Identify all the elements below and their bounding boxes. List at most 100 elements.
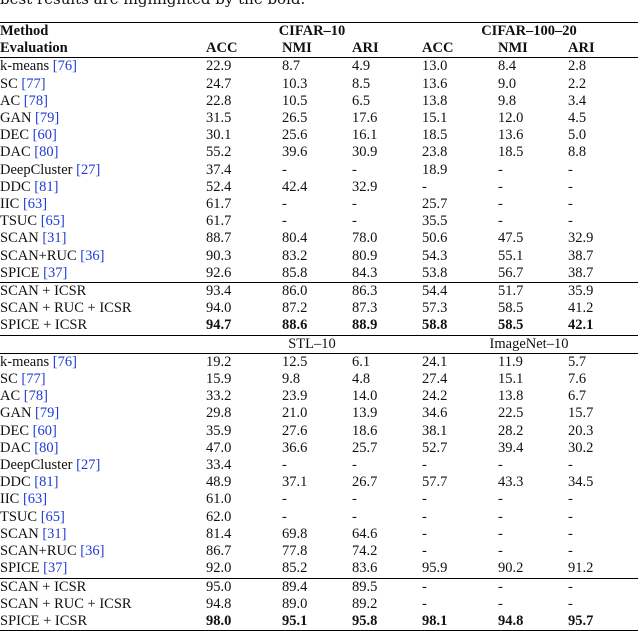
value-cell: 18.5 <box>496 144 566 161</box>
value-cell: 24.1 <box>420 354 496 371</box>
value-cell: 81.4 <box>204 526 280 543</box>
value-cell: 4.5 <box>566 110 638 127</box>
citation-link[interactable]: [36] <box>80 248 104 264</box>
value-cell: 39.6 <box>280 144 350 161</box>
citation-link[interactable]: [37] <box>43 560 67 576</box>
citation-link[interactable]: [76] <box>53 58 77 74</box>
value-cell: 55.2 <box>204 144 280 161</box>
value-cell: - <box>420 509 496 526</box>
value-cell: - <box>566 162 638 179</box>
table-row: IIC [63]61.7--25.7-- <box>0 196 638 213</box>
method-name: k-means <box>0 354 49 370</box>
citation-link[interactable]: [31] <box>42 526 66 542</box>
value-cell: 25.7 <box>350 440 420 457</box>
value-cell: 64.6 <box>350 526 420 543</box>
value-cell: 8.4 <box>496 58 566 75</box>
citation-link[interactable]: [60] <box>33 423 57 439</box>
method-name: SCAN <box>0 526 39 542</box>
value-cell: 80.9 <box>350 248 420 265</box>
method-cell: DAC [80] <box>0 440 204 457</box>
value-cell: - <box>496 579 566 596</box>
value-cell: 90.3 <box>204 248 280 265</box>
metric-header-3: ACC <box>420 40 496 58</box>
citation-link[interactable]: [81] <box>34 179 58 195</box>
value-cell: 61.7 <box>204 196 280 213</box>
value-cell: 18.5 <box>420 127 496 144</box>
value-cell: 9.0 <box>496 76 566 93</box>
method-name: DDC <box>0 179 31 195</box>
value-cell: 33.4 <box>204 457 280 474</box>
value-cell: 85.2 <box>280 560 350 578</box>
table-row: TSUC [65]62.0----- <box>0 509 638 526</box>
citation-link[interactable]: [77] <box>21 371 45 387</box>
value-cell: 56.7 <box>496 265 566 283</box>
method-name: k-means <box>0 58 49 74</box>
citation-link[interactable]: [63] <box>23 491 47 507</box>
value-cell: 15.9 <box>204 371 280 388</box>
citation-link[interactable]: [37] <box>43 265 67 281</box>
value-cell: - <box>280 162 350 179</box>
value-cell: 94.7 <box>204 317 280 335</box>
citation-link[interactable]: [27] <box>76 162 100 178</box>
method-cell: SPICE [37] <box>0 265 204 283</box>
citation-link[interactable]: [27] <box>76 457 100 473</box>
method-cell: SPICE + ICSR <box>0 317 204 335</box>
value-cell: 43.3 <box>496 474 566 491</box>
value-cell: - <box>496 179 566 196</box>
results-table-figure: best results are highlighted by the bold… <box>0 0 640 618</box>
citation-link[interactable]: [31] <box>42 230 66 246</box>
value-cell: 42.1 <box>566 317 638 335</box>
citation-link[interactable]: [65] <box>41 509 65 525</box>
method-cell: DAC [80] <box>0 144 204 161</box>
citation-link[interactable]: [77] <box>21 76 45 92</box>
citation-link[interactable]: [78] <box>24 388 48 404</box>
value-cell: 95.0 <box>204 579 280 596</box>
value-cell: 35.5 <box>420 213 496 230</box>
value-cell: 54.3 <box>420 248 496 265</box>
value-cell: - <box>350 457 420 474</box>
value-cell: 36.6 <box>280 440 350 457</box>
method-name: SCAN <box>0 230 39 246</box>
value-cell: 95.9 <box>420 560 496 578</box>
value-cell: - <box>566 457 638 474</box>
value-cell: 6.7 <box>566 388 638 405</box>
value-cell: 11.9 <box>496 354 566 371</box>
method-cell: SCAN + ICSR <box>0 283 204 300</box>
method-name: AC <box>0 388 20 404</box>
citation-link[interactable]: [36] <box>80 543 104 559</box>
method-cell: k-means [76] <box>0 58 204 75</box>
citation-link[interactable]: [63] <box>23 196 47 212</box>
method-cell: SC [77] <box>0 76 204 93</box>
citation-link[interactable]: [60] <box>33 127 57 143</box>
method-cell: DEC [60] <box>0 423 204 440</box>
citation-link[interactable]: [76] <box>53 354 77 370</box>
citation-link[interactable]: [81] <box>34 474 58 490</box>
citation-link[interactable]: [65] <box>41 213 65 229</box>
value-cell: 58.5 <box>496 300 566 317</box>
dataset-left-label: STL–10 <box>204 336 420 354</box>
citation-link[interactable]: [79] <box>35 405 59 421</box>
value-cell: 88.6 <box>280 317 350 335</box>
value-cell: - <box>280 457 350 474</box>
value-cell: - <box>496 162 566 179</box>
value-cell: 8.7 <box>280 58 350 75</box>
citation-link[interactable]: [78] <box>24 93 48 109</box>
table-row: IIC [63]61.0----- <box>0 491 638 508</box>
citation-link[interactable]: [80] <box>34 144 58 160</box>
citation-link[interactable]: [79] <box>35 110 59 126</box>
value-cell: 14.0 <box>350 388 420 405</box>
value-cell: 78.0 <box>350 230 420 247</box>
value-cell: 2.8 <box>566 58 638 75</box>
value-cell: 54.4 <box>420 283 496 300</box>
value-cell: - <box>350 509 420 526</box>
citation-link[interactable]: [80] <box>34 440 58 456</box>
